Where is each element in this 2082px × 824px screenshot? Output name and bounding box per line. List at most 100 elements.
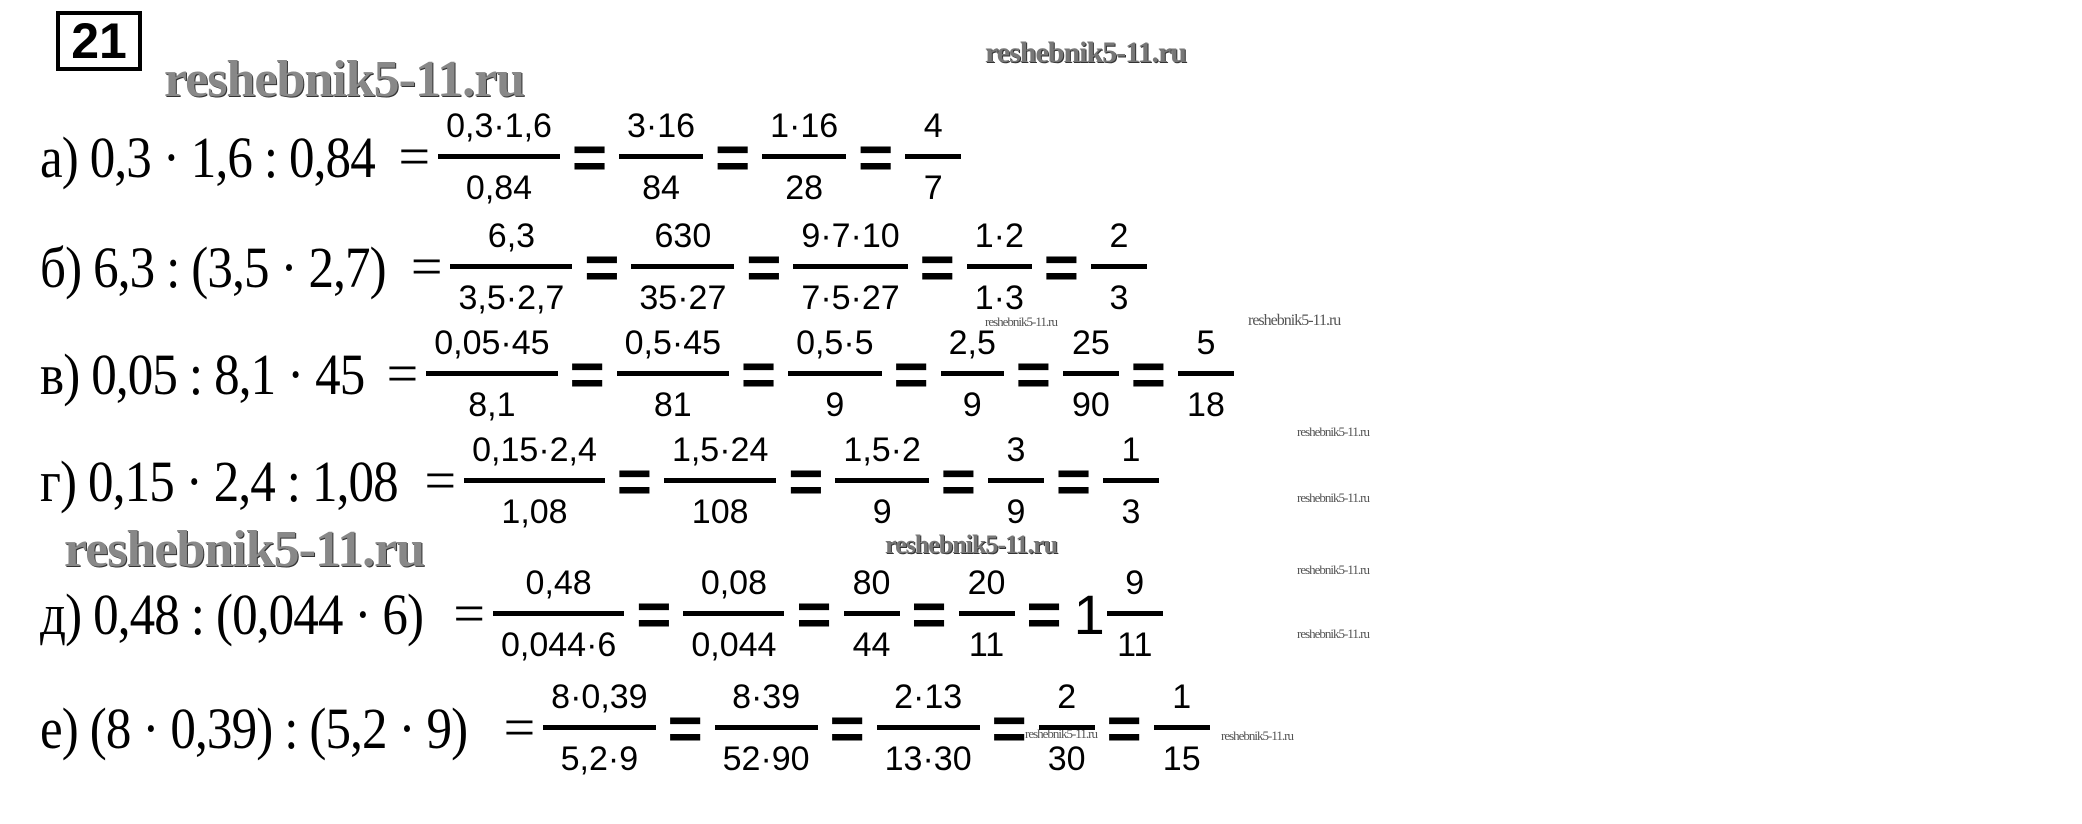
expression-text: 0,15 · 2,4 : 1,08 xyxy=(88,448,399,514)
denominator: 7·5·27 xyxy=(801,278,900,317)
mixed-whole: 1 xyxy=(1073,582,1105,646)
fraction: 25 90 xyxy=(1062,324,1119,425)
watermark: reshebnik5-11.ru xyxy=(64,521,425,578)
fraction-bar xyxy=(843,610,900,616)
fraction-bar xyxy=(788,370,882,376)
fraction: 1·2 1·3 xyxy=(966,217,1032,318)
fraction-bar xyxy=(1153,724,1210,730)
fraction: 630 35·27 xyxy=(631,217,735,318)
fraction: 20 11 xyxy=(958,563,1015,665)
equals-sign: = xyxy=(410,236,443,298)
fraction-bar xyxy=(438,153,560,159)
equation-row: д) 0,48 : (0,044 · 6) = 0,48 0,044·6 = 0,08 0,… xyxy=(40,554,1163,674)
denominator: 9 xyxy=(962,385,982,424)
numerator: 2·13 xyxy=(894,677,963,716)
equals-sign: = xyxy=(858,123,894,191)
equals-sign: = xyxy=(571,123,607,191)
watermark: reshebnik5-11.ru xyxy=(1297,490,1370,505)
equals-sign: = xyxy=(796,580,832,648)
expression-text: 6,3 : (3,5 · 2,7) xyxy=(93,234,387,300)
fraction-bar xyxy=(1062,370,1119,376)
fraction-bar xyxy=(835,477,929,483)
equals-sign: = xyxy=(616,447,652,515)
fraction-bar xyxy=(1090,263,1147,269)
fraction-bar xyxy=(450,263,573,269)
fraction: 2·13 13·30 xyxy=(876,677,980,779)
watermark: reshebnik5-11.ru xyxy=(1025,726,1098,741)
watermark: reshebnik5-11.ru xyxy=(1297,562,1370,577)
fraction-bar xyxy=(905,153,962,159)
fraction-bar xyxy=(876,724,980,730)
equals-sign: = xyxy=(1055,447,1091,515)
equals-sign: = xyxy=(569,340,605,408)
expression-text: (8 · 0,39) : (5,2 · 9) xyxy=(89,695,468,761)
equals-sign: = xyxy=(453,583,485,645)
watermark: reshebnik5-11.ru xyxy=(1248,312,1341,329)
equals-sign: = xyxy=(398,126,431,188)
denominator: 7 xyxy=(923,168,943,207)
equation-label: б) xyxy=(40,234,82,300)
equation-label: д) xyxy=(40,581,82,647)
equals-sign: = xyxy=(386,343,419,405)
denominator: 84 xyxy=(642,168,680,207)
numerator: 0,15·2,4 xyxy=(472,430,597,469)
numerator: 9·7·10 xyxy=(801,216,900,255)
fraction: 1,5·24 108 xyxy=(663,431,777,532)
denominator: 1,08 xyxy=(501,492,568,531)
equation-expression: а) 0,3 · 1,6 : 0,84 xyxy=(40,124,376,191)
numerator: 3 xyxy=(1006,430,1026,469)
equation-expression: г) 0,15 · 2,4 : 1,08 xyxy=(40,448,399,515)
fraction-bar xyxy=(619,153,704,159)
equation-row: г) 0,15 · 2,4 : 1,08 = 0,15·2,4 1,08 = 1,5·24… xyxy=(40,421,1159,541)
watermark: reshebnik5-11.ru xyxy=(985,314,1058,329)
numerator: 8·39 xyxy=(732,677,801,716)
denominator: 3,5·2,7 xyxy=(458,278,565,317)
fraction-bar xyxy=(987,477,1044,483)
equation-expression: д) 0,48 : (0,044 · 6) xyxy=(40,581,424,648)
equals-sign: = xyxy=(715,123,751,191)
equation-expression: в) 0,05 : 8,1 · 45 xyxy=(40,341,365,408)
numerator: 0,5·5 xyxy=(796,323,874,362)
numerator: 6,3 xyxy=(487,216,536,255)
fraction: 0,15·2,4 1,08 xyxy=(464,431,605,532)
fraction: 6,3 3,5·2,7 xyxy=(450,216,573,318)
watermark: reshebnik5-11.ru xyxy=(985,36,1187,69)
fraction-bar xyxy=(940,370,1004,376)
fraction-bar xyxy=(492,610,625,616)
denominator: 0,044 xyxy=(691,625,777,664)
fraction-bar xyxy=(1177,370,1234,376)
numerator: 0,05·45 xyxy=(434,323,550,362)
watermark: reshebnik5-11.ru xyxy=(1221,728,1294,743)
watermark: reshebnik5-11.ru xyxy=(1297,424,1370,439)
equals-sign: = xyxy=(911,580,947,648)
denominator: 9 xyxy=(872,492,892,531)
fraction: 3·16 84 xyxy=(619,107,704,208)
equation-expression: е) (8 · 0,39) : (5,2 · 9) xyxy=(40,695,468,762)
denominator: 52·90 xyxy=(722,739,810,778)
numerator: 20 xyxy=(967,563,1006,602)
expression-text: 0,05 : 8,1 · 45 xyxy=(91,341,365,407)
equation-row: б) 6,3 : (3,5 · 2,7) = 6,3 3,5·2,7 = 630 35·27… xyxy=(40,207,1147,327)
fraction: 1 15 xyxy=(1153,678,1210,779)
denominator: 28 xyxy=(785,168,824,207)
denominator: 11 xyxy=(968,625,1005,664)
fraction: 0,08 0,044 xyxy=(683,564,785,665)
denominator: 3 xyxy=(1121,492,1141,531)
fraction-bar xyxy=(1103,477,1159,483)
fraction-bar xyxy=(426,370,558,376)
denominator: 1·3 xyxy=(974,278,1024,317)
fraction: 0,48 0,044·6 xyxy=(492,564,625,665)
fraction-bar xyxy=(793,263,908,269)
equals-sign: = xyxy=(741,340,777,408)
equals-sign: = xyxy=(1026,580,1062,648)
equals-sign: = xyxy=(636,580,672,648)
equation-row: е) (8 · 0,39) : (5,2 · 9) = 8·0,39 5,2·9 = 8·… xyxy=(40,668,1210,788)
denominator: 13·30 xyxy=(884,739,972,778)
watermark: reshebnik5-11.ru xyxy=(1297,626,1370,641)
denominator: 108 xyxy=(691,492,749,531)
expression-text: 0,48 : (0,044 · 6) xyxy=(93,581,424,647)
fraction-bar xyxy=(543,724,656,730)
denominator: 35·27 xyxy=(639,278,727,317)
